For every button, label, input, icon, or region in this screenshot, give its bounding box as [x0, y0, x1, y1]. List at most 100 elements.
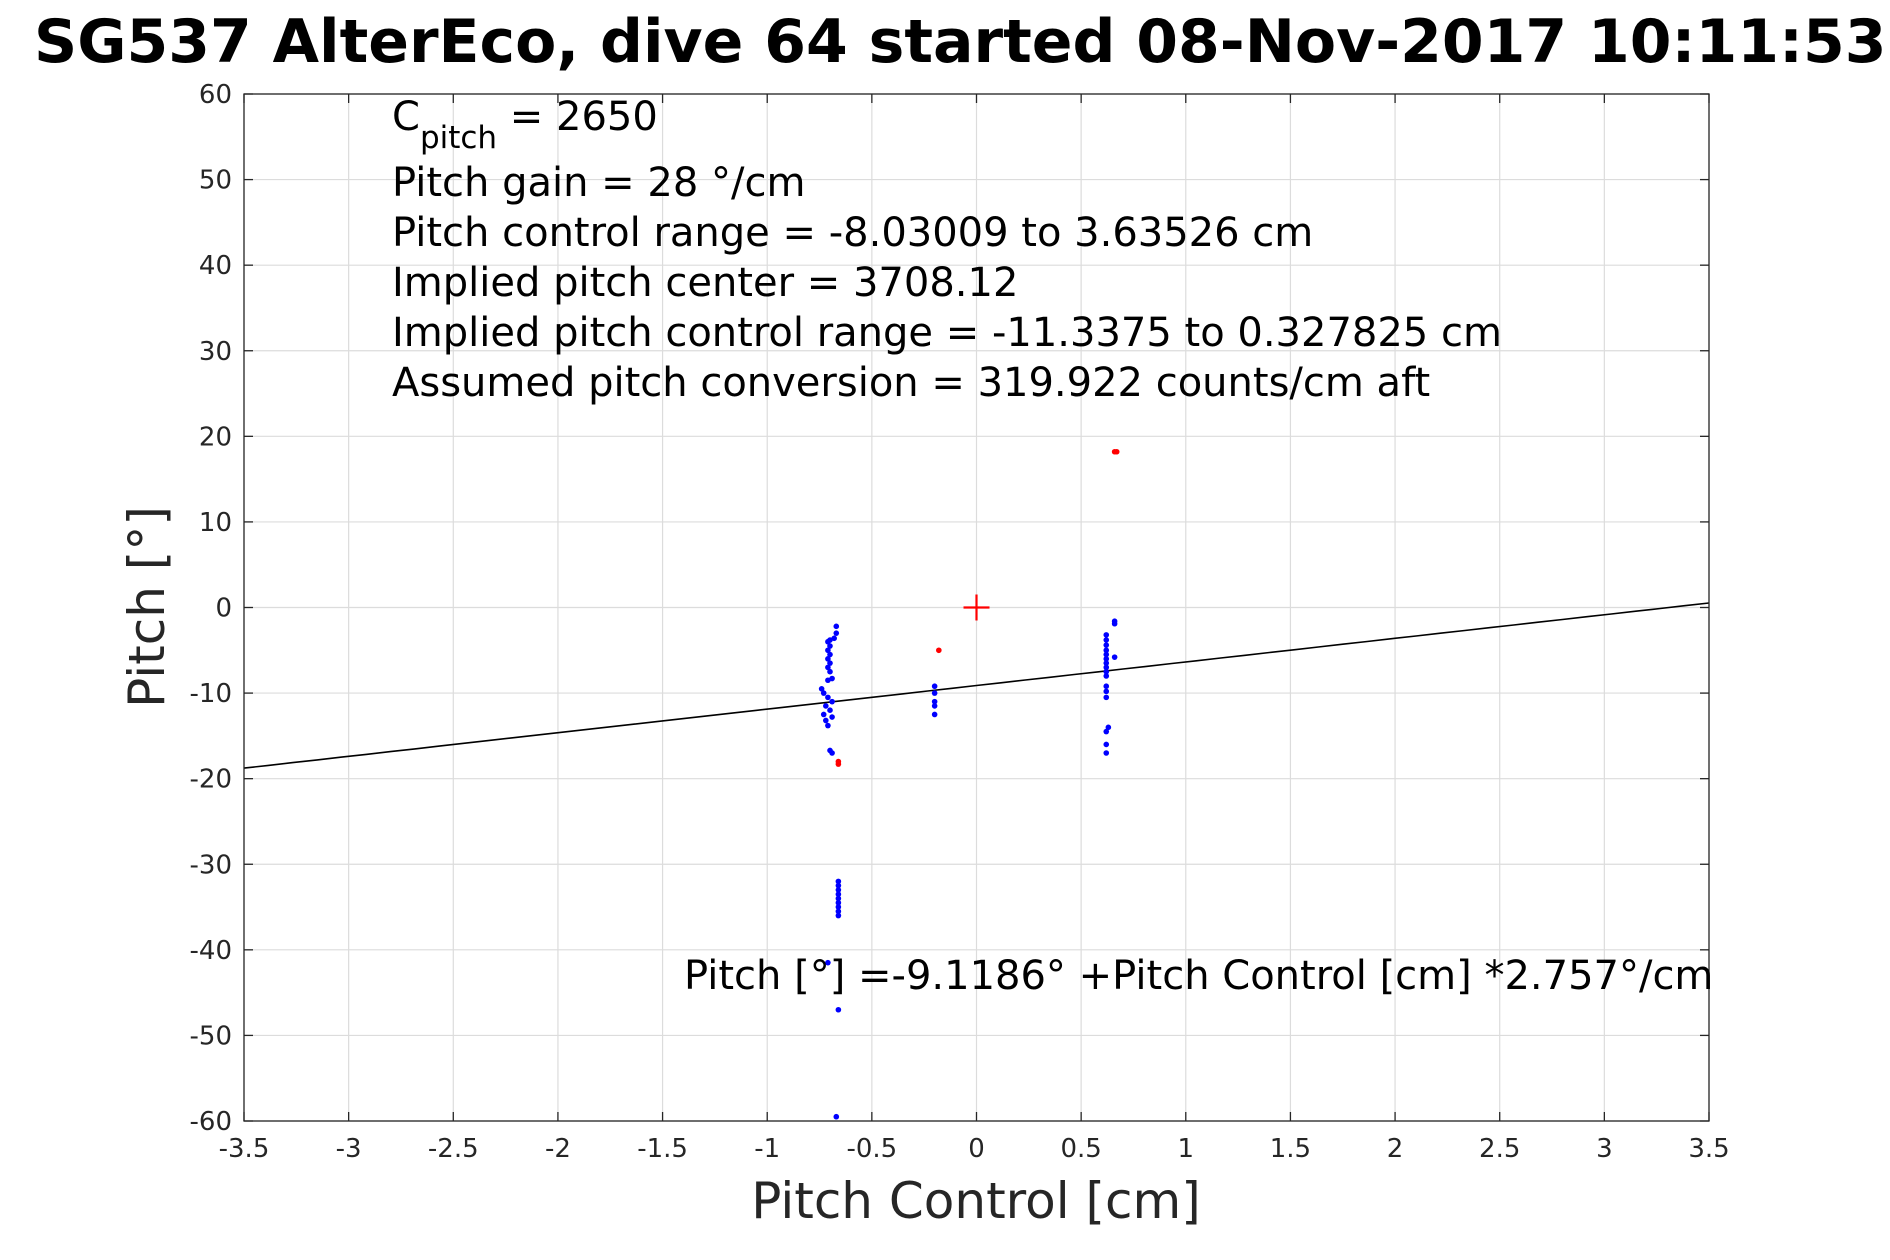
annotation-pitch-conversion: Assumed pitch conversion = 319.922 count…	[392, 360, 1430, 406]
data-point	[827, 651, 833, 658]
y-tick-label: 50	[199, 166, 232, 196]
data-point	[931, 703, 938, 709]
data-point	[835, 899, 842, 906]
x-axis-label: Pitch Control [cm]	[751, 1172, 1200, 1230]
y-tick-label: 30	[199, 337, 232, 367]
data-points	[818, 448, 1120, 1120]
data-point	[827, 707, 833, 713]
plot-area	[243, 93, 1710, 1122]
data-point	[835, 1006, 842, 1013]
data-point	[829, 750, 835, 756]
x-tick-label: 3	[1596, 1134, 1613, 1164]
annotation-pitch-control-range: Pitch control range = -8.03009 to 3.6352…	[392, 210, 1313, 256]
data-point	[1103, 688, 1110, 695]
data-point	[1111, 620, 1118, 627]
y-tick-label: 20	[199, 422, 232, 452]
x-tick-label: 0.5	[1060, 1134, 1101, 1164]
annotation-pitch-gain: Pitch gain = 28 °/cm	[392, 160, 805, 206]
x-tick-label: -2.5	[428, 1134, 479, 1164]
x-tick-label: 1	[1178, 1134, 1195, 1164]
x-tick-label: 1.5	[1270, 1134, 1311, 1164]
ticks	[243, 93, 1710, 1122]
data-point	[1103, 651, 1110, 658]
series-1	[835, 448, 1120, 767]
annotation-c-pitch: Cpitch = 2650	[392, 94, 658, 156]
data-point	[1103, 683, 1110, 690]
data-point	[831, 635, 837, 642]
data-point	[1103, 642, 1110, 648]
x-tick-label: -1.5	[637, 1134, 688, 1164]
data-point	[835, 908, 842, 915]
x-tick-label: -1	[754, 1134, 780, 1164]
annotation-implied-pitch-center: Implied pitch center = 3708.12	[392, 260, 1018, 306]
y-tick-label: -40	[190, 936, 232, 966]
data-point	[1103, 637, 1110, 643]
data-point	[829, 698, 835, 705]
data-point	[1103, 656, 1110, 662]
data-point	[825, 664, 831, 671]
x-tick-label: 3.5	[1688, 1134, 1729, 1164]
fit-equation: Pitch [°] =-9.1186° +Pitch Control [cm] …	[684, 953, 1713, 999]
data-point	[818, 686, 825, 692]
data-point	[825, 647, 831, 654]
series-0	[818, 618, 1118, 1120]
x-tick-label: -2	[545, 1134, 571, 1164]
x-tick-label: -0.5	[846, 1134, 897, 1164]
data-point	[825, 722, 831, 729]
data-point	[825, 959, 831, 966]
data-point	[823, 717, 829, 724]
data-point	[833, 630, 840, 636]
data-point	[825, 656, 831, 662]
data-point	[829, 714, 835, 720]
data-point	[1111, 448, 1118, 455]
data-point	[1103, 741, 1110, 748]
y-tick-label: -60	[190, 1107, 232, 1137]
y-tick-labels: -60 -50 -40 -30 -20 -10 0 10 20 30 40 50 60	[190, 80, 232, 1137]
data-point	[936, 647, 942, 654]
data-point	[1103, 660, 1110, 666]
data-point	[820, 711, 827, 718]
x-tick-label: 0	[968, 1134, 985, 1164]
data-point	[825, 677, 831, 684]
data-point	[931, 698, 938, 705]
data-point	[835, 912, 842, 919]
chart-title: SG537 AlterEco, dive 64 started 08-Nov-2…	[34, 7, 1887, 77]
x-tick-label: 2	[1387, 1134, 1404, 1164]
y-tick-label: 10	[199, 508, 232, 538]
data-point	[835, 904, 842, 910]
annotation-block: Cpitch = 2650 Pitch gain = 28 °/cm Pitch…	[392, 94, 1502, 406]
y-tick-label: -50	[190, 1021, 232, 1051]
y-tick-label: -30	[190, 850, 232, 880]
y-axis-label: Pitch [°]	[118, 506, 176, 708]
data-point	[835, 878, 842, 885]
data-point	[835, 887, 842, 893]
data-point	[835, 891, 842, 898]
data-point	[1103, 694, 1110, 701]
data-point	[1103, 668, 1110, 675]
y-tick-label: 60	[199, 80, 232, 110]
data-point	[1103, 750, 1110, 756]
data-point	[835, 882, 842, 889]
annotation-c-pitch-value: = 2650	[497, 94, 658, 140]
data-point	[1103, 647, 1110, 654]
data-point	[820, 690, 827, 696]
fit-line	[243, 602, 1710, 769]
data-point	[931, 711, 938, 718]
x-tick-label: -3.5	[219, 1134, 270, 1164]
annotation-c-pitch-prefix: C	[392, 94, 420, 140]
data-point	[1111, 654, 1118, 660]
data-point	[823, 703, 829, 709]
data-point	[827, 643, 833, 649]
data-point	[1103, 673, 1110, 679]
data-point	[835, 895, 842, 902]
data-point	[931, 683, 938, 690]
x-tick-labels: -3.5 -3 -2.5 -2 -1.5 -1 -0.5 0 0.5 1 1.5 2 2.5 3 3.5	[219, 1134, 1730, 1164]
data-point	[827, 668, 833, 675]
data-point	[835, 761, 842, 767]
y-tick-label: -20	[190, 765, 232, 795]
y-tick-label: 0	[215, 594, 232, 624]
data-point	[1103, 728, 1110, 735]
data-point	[1103, 664, 1110, 671]
data-point	[1105, 724, 1112, 731]
